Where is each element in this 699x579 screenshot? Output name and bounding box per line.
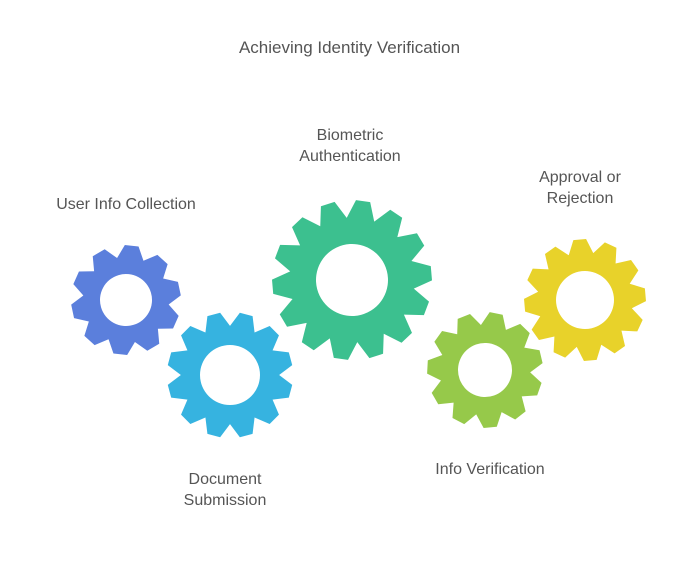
- gear-biometric-auth: [270, 198, 434, 362]
- gear-label-user-info: User Info Collection: [36, 195, 216, 216]
- gear-label-approval-rejection: Approval orRejection: [505, 168, 655, 210]
- gear-label-document-submission: DocumentSubmission: [155, 470, 295, 512]
- diagram-title: Achieving Identity Verification: [0, 38, 699, 58]
- gear-label-biometric-auth: BiometricAuthentication: [260, 126, 440, 168]
- gear-approval-rejection: [522, 237, 648, 363]
- gear-label-info-verification: Info Verification: [410, 460, 570, 481]
